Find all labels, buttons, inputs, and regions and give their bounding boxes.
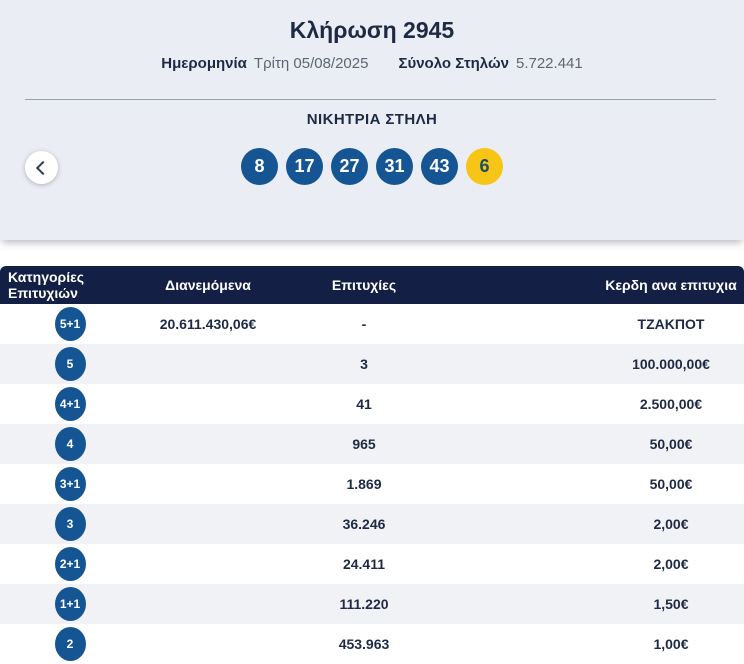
- table-row: 2+1 24.411 2,00€: [0, 544, 744, 584]
- category-cell: 3+1: [0, 467, 140, 501]
- prize-table: Κατηγορίες Επιτυχιών Διανεμόμενα Επιτυχί…: [0, 266, 744, 664]
- category-cell: 2+1: [0, 547, 140, 581]
- category-badge: 1+1: [54, 587, 86, 621]
- page-title: Κλήρωση 2945: [289, 17, 455, 43]
- table-row: 5+1 20.611.430,06€ - ΤΖΑΚΠΟΤ: [0, 304, 744, 344]
- winning-number-ball: 17: [286, 148, 323, 185]
- winning-number-ball: 31: [376, 148, 413, 185]
- category-badge: 2+1: [54, 547, 86, 581]
- category-badge: 5+1: [54, 307, 86, 341]
- prize-cell: ΤΖΑΚΠΟΤ: [637, 316, 705, 332]
- section-divider: [25, 99, 716, 100]
- header-categories: Κατηγορίες Επιτυχιών: [8, 269, 85, 301]
- columns-value: 5.722.441: [515, 55, 583, 72]
- category-badge: 3+1: [54, 467, 86, 501]
- wins-cell: 41: [356, 396, 372, 412]
- prize-cell: 50,00€: [649, 476, 693, 492]
- total-columns: Σύνολο Στηλών 5.722.441: [398, 55, 582, 72]
- winning-number-ball: 43: [421, 148, 458, 185]
- wins-cell: 965: [352, 436, 376, 452]
- table-row: 4 965 50,00€: [0, 424, 744, 464]
- winning-balls: 8 17 27 31 43 6: [0, 148, 744, 185]
- date-label: Ημερομηνία: [161, 55, 247, 72]
- category-cell: 4: [0, 427, 140, 461]
- wins-cell: 111.220: [339, 596, 389, 612]
- prize-cell: 2.500,00€: [639, 396, 703, 412]
- table-row: 2 453.963 1,00€: [0, 624, 744, 664]
- wins-cell: 36.246: [342, 516, 386, 532]
- header-distributed: Διανεμόμενα: [165, 277, 251, 293]
- prize-table-body: 5+1 20.611.430,06€ - ΤΖΑΚΠΟΤ 5 3 100.000,00€ 4+…: [0, 304, 744, 664]
- category-cell: 2: [0, 627, 140, 661]
- category-badge: 3: [54, 507, 86, 541]
- date-value: Τρίτη 05/08/2025: [253, 55, 369, 72]
- table-row: 3 36.246 2,00€: [0, 504, 744, 544]
- table-row: 4+1 41 2.500,00€: [0, 384, 744, 424]
- category-cell: 5+1: [0, 307, 140, 341]
- prize-cell: 1,50€: [653, 596, 689, 612]
- wins-cell: 24.411: [342, 556, 386, 572]
- table-row: 5 3 100.000,00€: [0, 344, 744, 384]
- wins-cell: -: [361, 316, 367, 332]
- wins-cell: 1.869: [346, 476, 382, 492]
- draw-meta: Ημερομηνία Τρίτη 05/08/2025 Σύνολο Στηλώ…: [0, 55, 744, 72]
- category-cell: 3: [0, 507, 140, 541]
- joker-ball: 6: [466, 148, 503, 185]
- category-cell: 4+1: [0, 387, 140, 421]
- category-cell: 1+1: [0, 587, 140, 621]
- prize-cell: 2,00€: [653, 516, 689, 532]
- category-badge: 2: [54, 627, 86, 661]
- chevron-left-icon: [35, 160, 51, 175]
- columns-label: Σύνολο Στηλών: [398, 55, 509, 72]
- category-badge: 5: [54, 347, 86, 381]
- prize-table-header: Κατηγορίες Επιτυχιών Διανεμόμενα Επιτυχί…: [0, 266, 744, 304]
- draw-date: Ημερομηνία Τρίτη 05/08/2025: [161, 55, 368, 72]
- previous-draw-button[interactable]: [25, 151, 58, 184]
- winning-column-section: ΝΙΚΗΤΡΙΑ ΣΤΗΛΗ 8 17 27 31 43 6: [0, 111, 744, 185]
- prize-cell: 50,00€: [649, 436, 693, 452]
- prize-cell: 100.000,00€: [632, 356, 710, 372]
- header-prize-per-win: Κερδη ανα επιτυχια: [605, 277, 737, 293]
- distributed-cell: 20.611.430,06€: [159, 316, 257, 332]
- table-row: 3+1 1.869 50,00€: [0, 464, 744, 504]
- header-wins: Επιτυχίες: [331, 277, 397, 293]
- category-cell: 5: [0, 347, 140, 381]
- category-badge: 4: [54, 427, 86, 461]
- wins-cell: 3: [360, 356, 368, 372]
- draw-summary-panel: Κλήρωση 2945 Ημερομηνία Τρίτη 05/08/2025…: [0, 0, 744, 240]
- table-row: 1+1 111.220 1,50€: [0, 584, 744, 624]
- winning-number-ball: 8: [241, 148, 278, 185]
- prize-cell: 1,00€: [653, 636, 689, 652]
- prize-cell: 2,00€: [653, 556, 689, 572]
- category-badge: 4+1: [54, 387, 86, 421]
- wins-cell: 453.963: [338, 636, 390, 652]
- winning-number-ball: 27: [331, 148, 368, 185]
- winning-column-title: ΝΙΚΗΤΡΙΑ ΣΤΗΛΗ: [306, 111, 438, 128]
